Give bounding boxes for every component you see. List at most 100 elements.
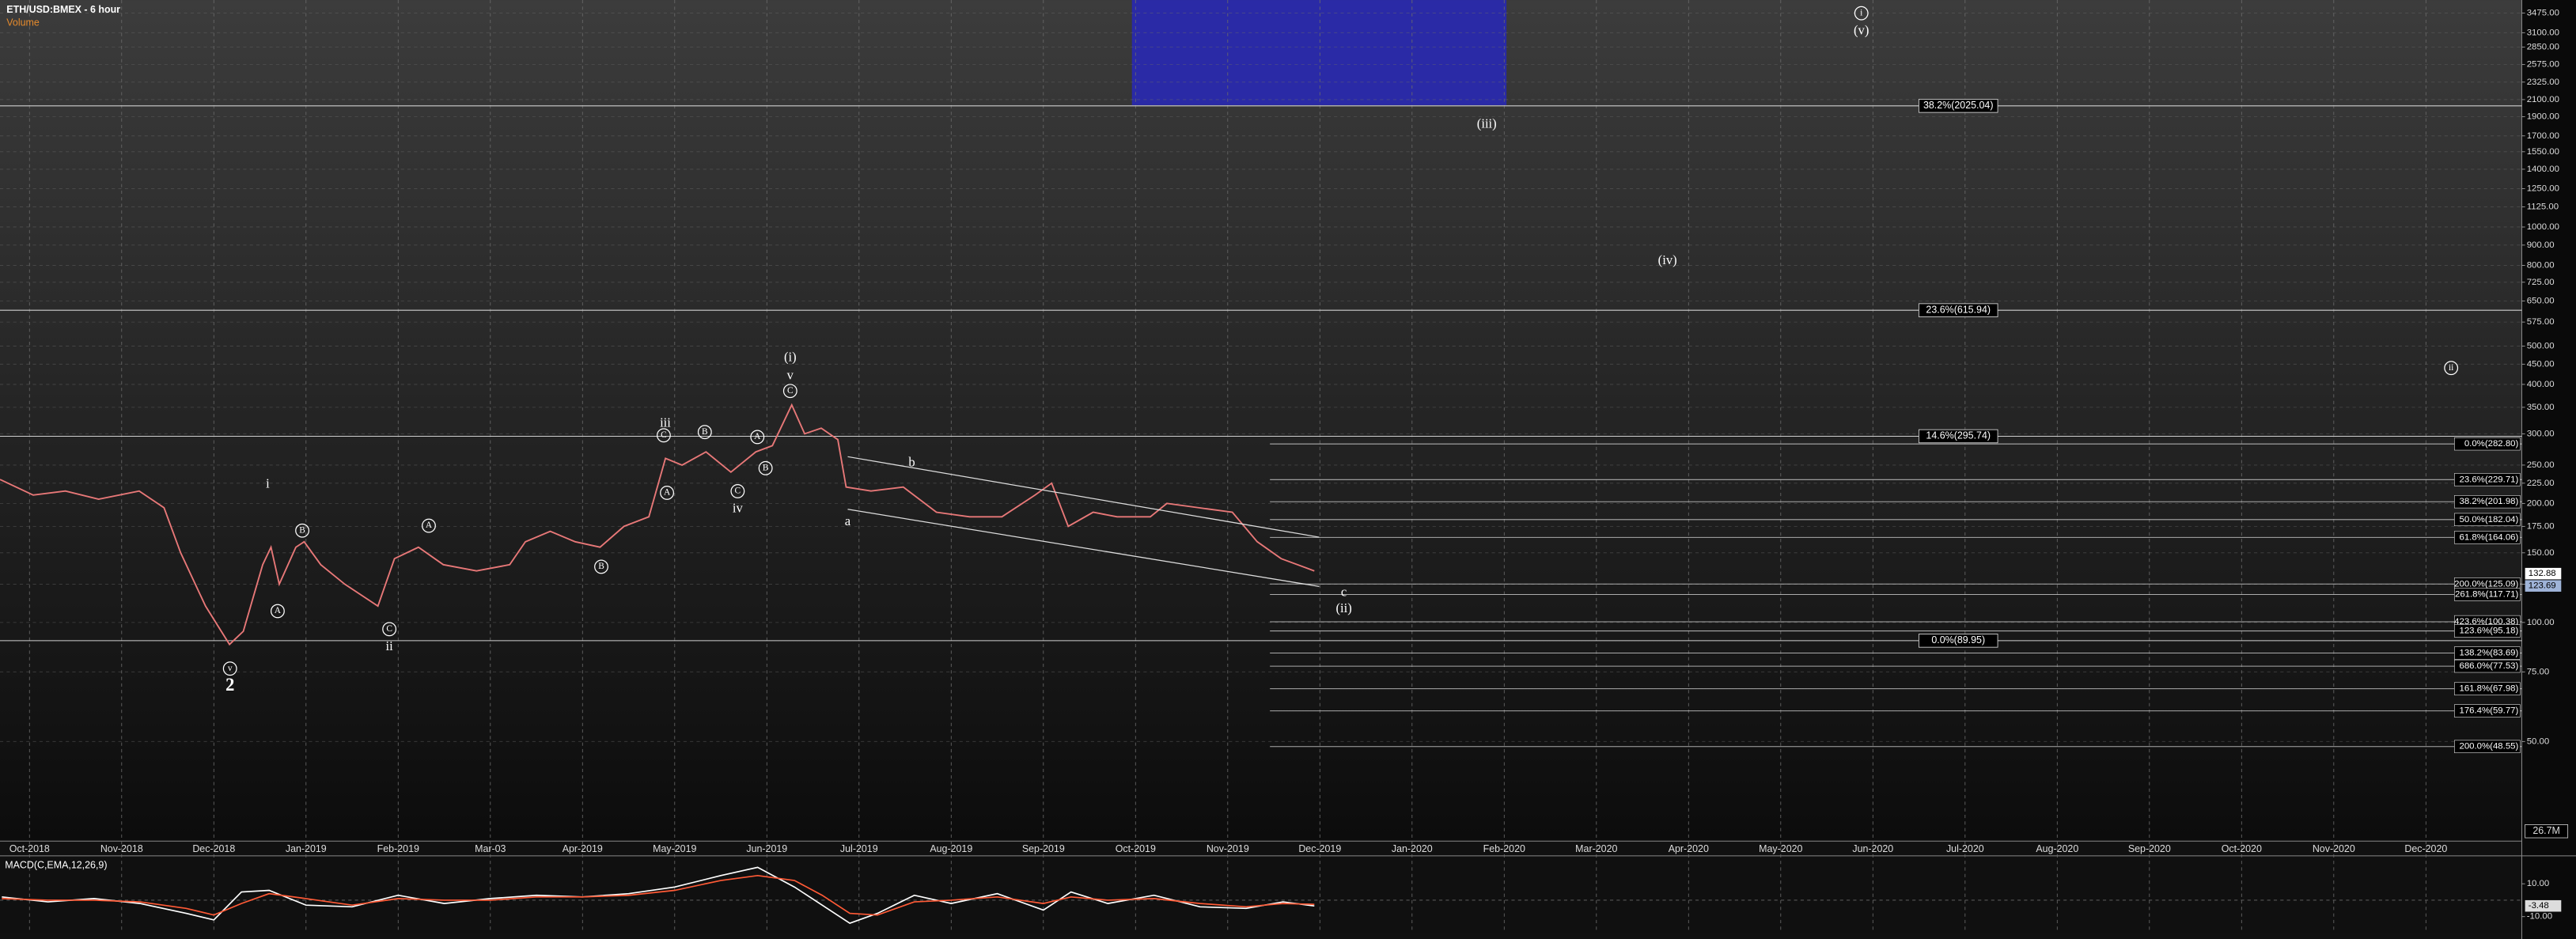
fib-projection-box [2454,646,2521,660]
wave-label: A [754,432,761,441]
target-box [1131,0,1507,105]
fib-label-box [1918,429,1998,444]
fib-projection-label: 123.6%(95.18) [2459,627,2518,636]
wave-label: B [299,525,305,535]
wave-circle [758,460,773,475]
fib-projection-label: 423.6%(100.38) [2454,617,2518,627]
x-tick-label: Feb-2020 [1483,843,1525,854]
chart-title: ETH/USD:BMEX - 6 hour [6,4,120,15]
x-tick-label: Jul-2020 [1946,843,1984,854]
volume-box [2525,824,2569,839]
wave-label: c [1341,584,1347,599]
y-tick-label: 100.00 [2527,618,2555,627]
x-tick-label: Aug-2019 [930,843,972,854]
x-tick-label: Sep-2020 [2128,843,2171,854]
fib-label-box [1918,634,1998,648]
x-tick-label: Jan-2020 [1392,843,1433,854]
fib-label: 14.6%(295.74) [1926,430,1991,441]
wave-label: iv [733,501,744,516]
fib-projection-label: 50.0%(182.04) [2459,515,2518,524]
x-tick-label: Aug-2020 [2036,843,2078,854]
y-tick-label: 2575.00 [2527,60,2559,70]
wave-label: C [386,624,392,634]
fib-label-box [1918,303,1998,317]
x-tick-label: Apr-2019 [563,843,603,854]
y-tick-label: 800.00 [2527,260,2555,270]
y-tick-label: 1900.00 [2527,112,2559,122]
wave-label: A [426,521,433,530]
wave-label: 2 [225,675,234,695]
current-price-box [2525,580,2562,592]
volume-value: 26.7M [2532,825,2560,836]
x-tick-label: Jan-2019 [286,843,327,854]
y-tick-label: 250.00 [2527,460,2555,470]
x-tick-label: Feb-2019 [377,843,419,854]
wave-label: i [266,475,270,490]
wave-label: B [763,463,769,472]
fib-projection-box [2454,473,2521,487]
price-pane [0,0,2522,842]
fib-projection-label: 261.8%(117.71) [2455,589,2519,599]
x-tick-label: May-2019 [653,843,696,854]
wave-label: A [664,488,671,498]
fib-projection-box [2454,704,2521,718]
x-tick-label: Oct-2020 [2222,843,2262,854]
wave-label: ii [2449,363,2453,373]
macd-current-label: -3.48 [2529,901,2549,911]
wave-circle [782,384,797,399]
y-tick-label: 50.00 [2527,736,2550,746]
price-line [0,403,1315,646]
fib-projection-box [2454,659,2521,673]
fib-projection-label: 686.0%(77.53) [2459,661,2518,671]
wave-label: v [787,367,794,382]
x-tick-label: Dec-2018 [192,843,235,854]
y-tick-label: 3100.00 [2527,28,2559,37]
fib-projection-box [2454,740,2521,753]
y-tick-label: 2100.00 [2527,95,2559,104]
wave-label: (iv) [1658,252,1677,267]
macd-tick-label: -10.00 [2527,912,2552,922]
y-tick-label: 500.00 [2527,341,2555,350]
y-tick-label: 2325.00 [2527,78,2559,87]
x-tick-label: Mar-03 [475,843,506,854]
fib-label: 0.0%(89.95) [1931,634,1985,646]
x-tick-label: Jun-2020 [1852,843,1893,854]
y-tick-label: 1125.00 [2527,202,2559,211]
channel-line [847,509,1320,587]
x-tick-label: May-2020 [1759,843,1802,854]
wave-circle [730,483,745,498]
macd-title: MACD(C,EMA,12,26,9) [5,860,107,871]
current-price-label: 123.69 [2529,581,2556,591]
fib-label: 38.2%(2025.04) [1923,100,1994,111]
y-tick-label: 725.00 [2527,278,2555,287]
fib-projection-box [2454,437,2521,451]
wave-label: ii [386,638,394,653]
fib-label-box [1918,99,1998,113]
macd-line [2,866,1315,924]
wave-label: B [702,427,708,437]
macd-line [2,874,1315,916]
x-tick-label: Sep-2019 [1022,843,1065,854]
y-tick-label: 650.00 [2527,297,2555,306]
y-tick-label: 1400.00 [2527,165,2559,174]
fib-projection-label: 0.0%(282.80) [2464,439,2519,449]
y-tick-label: 350.00 [2527,403,2555,412]
fib-projection-box [2454,682,2521,695]
channel-line [847,456,1320,538]
y-tick-label: 3475.00 [2527,9,2559,18]
y-tick-label: 1550.00 [2527,147,2559,157]
macd-pane [0,855,2522,933]
x-tick-label: Dec-2019 [1298,843,1341,854]
wave-label: A [275,606,282,615]
wave-label: v [228,664,233,673]
wave-circle [1854,6,1869,21]
y-tick-label: 1250.00 [2527,184,2559,194]
x-tick-label: Jun-2019 [746,843,787,854]
x-tick-label: Nov-2018 [100,843,143,854]
wave-circle [594,559,608,574]
fib-projection-label: 61.8%(164.06) [2459,532,2518,542]
macd-tick-label: 10.00 [2527,879,2550,888]
wave-circle [697,425,712,440]
